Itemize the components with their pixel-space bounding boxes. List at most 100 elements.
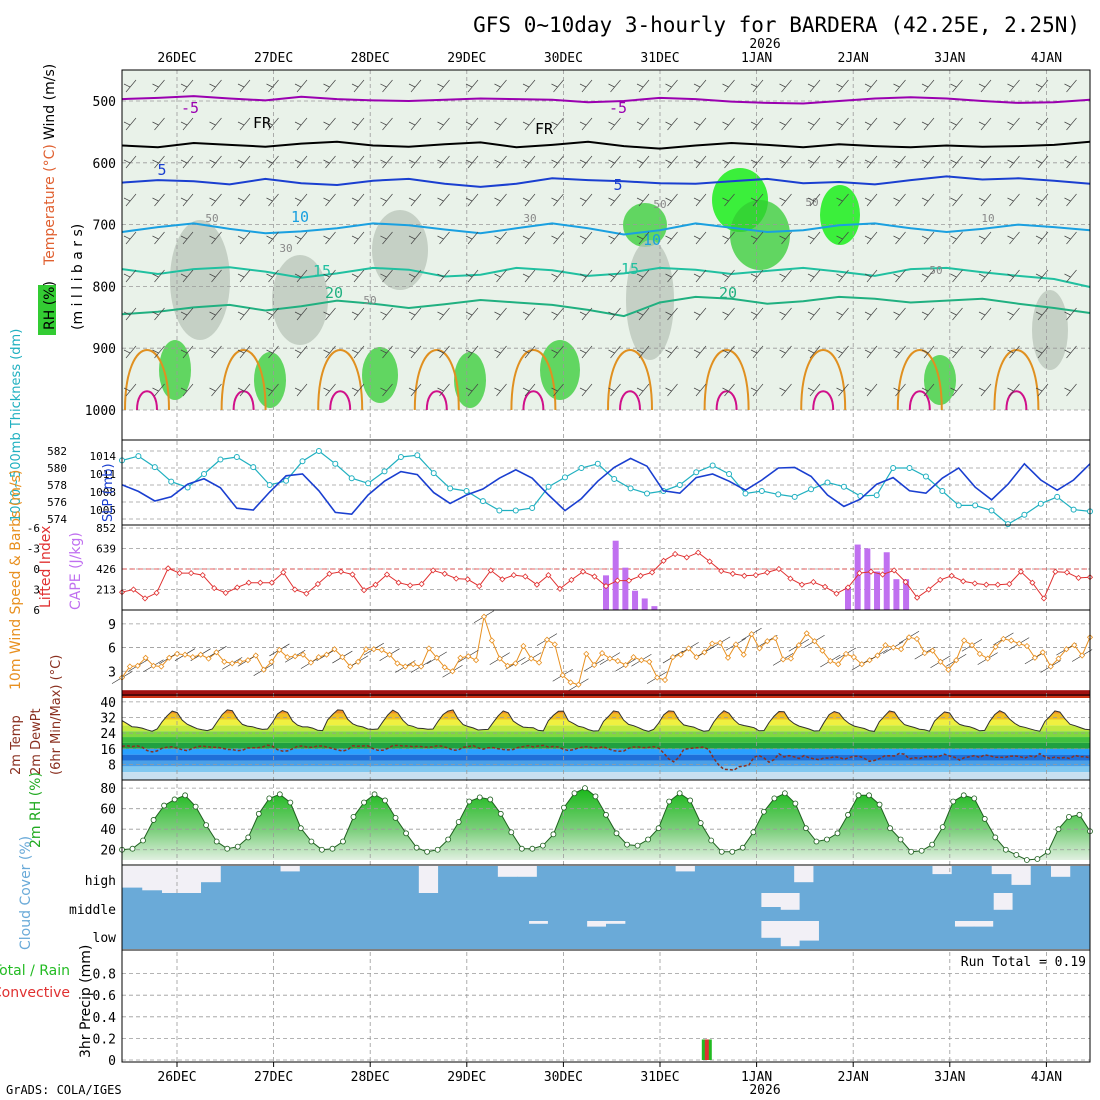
cloud-cell [596, 866, 617, 893]
wind-speed-point [473, 657, 480, 664]
upper-air-title-rh: RH (%) [42, 281, 58, 330]
wind-speed-point [236, 658, 244, 665]
wind-speed-point [693, 654, 700, 661]
temperature-color-band [122, 737, 1090, 743]
rh-point [739, 844, 746, 851]
rh-point [676, 790, 683, 797]
wind-barb [750, 193, 764, 207]
wind-barb [152, 231, 165, 245]
rh-point [319, 846, 325, 853]
cloud-cell [683, 893, 704, 921]
wind-barb [608, 155, 621, 169]
wind-barb [807, 383, 821, 397]
rh-point [592, 793, 599, 800]
wind-barb [180, 231, 194, 245]
wind-speed-point [874, 652, 881, 659]
wind-barb [864, 383, 878, 397]
temperature-loop-25 [413, 349, 460, 411]
day-label-top: 28DEC [351, 51, 390, 66]
wind-barb [722, 269, 735, 283]
rh-point [455, 819, 462, 825]
wind-axis-title: 10m Wind Speed & Barbs (m/s) [8, 470, 24, 690]
lifted-index-point [752, 572, 759, 579]
rh-point [582, 785, 588, 792]
rh-point [908, 848, 915, 855]
thickness-axis-title: 1000~500mb Thickness (dm) [9, 329, 24, 522]
rh-point [129, 845, 136, 852]
pressure-tick-label: 600 [93, 157, 116, 172]
contour-label: 5 [613, 176, 622, 194]
wind-barb [294, 307, 308, 321]
wind-barb [123, 155, 137, 169]
rh-point [771, 795, 778, 802]
rh-area [540, 340, 580, 400]
wind-barb [209, 79, 222, 93]
wind-barb [921, 193, 935, 207]
cape-tick-label: 852 [96, 522, 116, 535]
wind-speed-point [984, 655, 991, 662]
pressure-tick-label: 900 [93, 342, 116, 357]
lifted-index-tick-label: 3 [33, 584, 40, 597]
wind-speed-point [724, 654, 732, 661]
temperature-color-band [122, 766, 1090, 773]
cloud-cell [1031, 893, 1052, 921]
contour-label: 15 [621, 260, 639, 278]
cloud-cell [180, 893, 200, 921]
cloud-cell [201, 882, 222, 893]
cloud-cell [141, 890, 163, 893]
wind-barb [978, 231, 992, 245]
wind-speed-point [425, 645, 432, 652]
wind-barb [636, 307, 650, 321]
cloud-cell [857, 893, 878, 921]
wind-barb [465, 345, 479, 359]
wind-barb [921, 307, 935, 321]
lifted-index-point [683, 554, 690, 561]
rh-point [666, 798, 673, 805]
wind-barb [950, 269, 963, 283]
rh-point [1076, 811, 1083, 818]
cloud-cell [517, 876, 538, 893]
cloud-cell [702, 921, 723, 949]
lifted-index-point [1063, 569, 1071, 576]
wind-barb [494, 193, 507, 207]
temperature-color-band [122, 760, 1090, 767]
wind-speed-point [976, 650, 983, 657]
rh-contour-label: 50 [653, 198, 666, 211]
wind-barb [978, 383, 992, 397]
day-label-top: 2JAN [838, 51, 869, 66]
rh-point [224, 845, 231, 852]
wind-barb [836, 155, 849, 169]
wind-barb [522, 231, 536, 245]
wind-barb [494, 155, 507, 169]
lifted-index-point [1075, 574, 1082, 581]
cloud-cell [892, 866, 913, 893]
wind-speed-point [504, 662, 511, 669]
cloud-cell [799, 940, 820, 949]
wind-barb [579, 117, 593, 131]
cloud-cell [257, 893, 278, 921]
wind-barb [408, 193, 422, 207]
cloud-cell [477, 866, 498, 893]
wind-speed-point [457, 654, 464, 661]
cloud-cell [760, 907, 781, 921]
wind-barb [437, 231, 450, 245]
wind-speed-point [323, 651, 330, 658]
rh-area [454, 352, 486, 408]
wind-speed-point [567, 679, 574, 686]
wind-barb [294, 383, 308, 397]
temperature-loop-30 [522, 390, 545, 411]
cloud-cell [451, 893, 471, 921]
cloud-cell [586, 893, 607, 921]
rh-area [372, 210, 428, 290]
wind-barb [779, 193, 792, 207]
wind-barb [266, 269, 279, 283]
cloud-cell [741, 921, 762, 949]
wind-speed-point [827, 657, 834, 665]
wind-barb [1035, 193, 1049, 207]
wind-barb [836, 269, 849, 283]
chart-title: GFS 0~10day 3-hourly for BARDERA (42.25E… [473, 13, 1080, 37]
lifted-index-point [879, 571, 886, 578]
cloud-cell [547, 893, 568, 921]
wind-speed-point [1008, 637, 1015, 644]
cloud-cell [296, 921, 317, 949]
